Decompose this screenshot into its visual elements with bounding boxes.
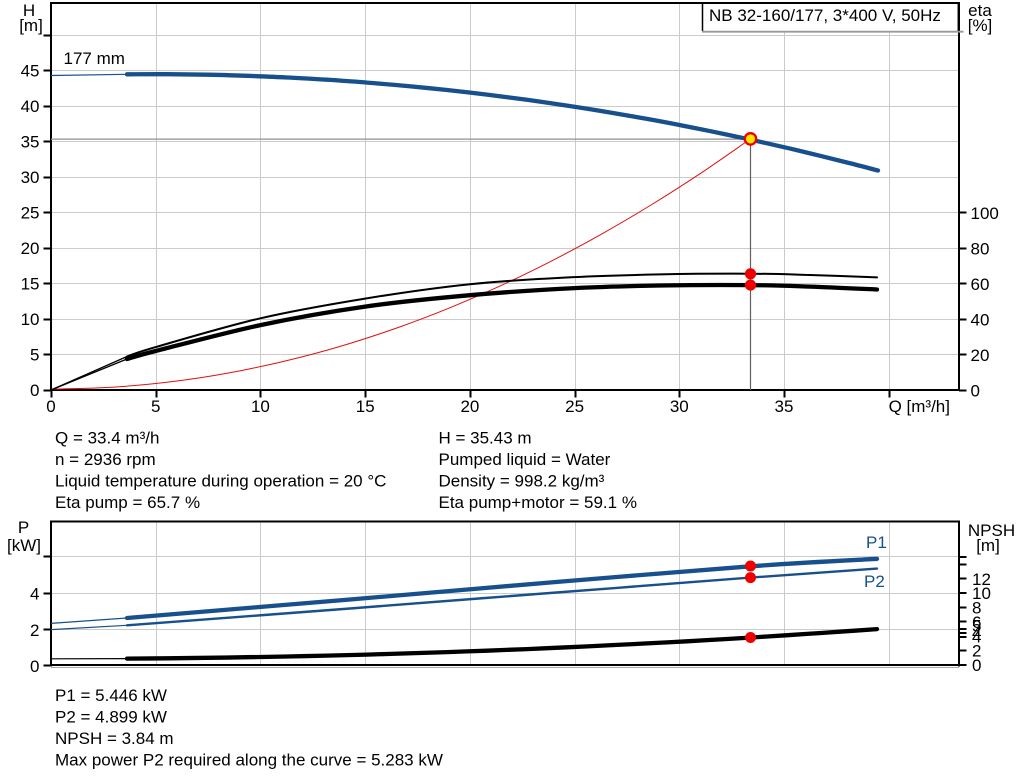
svg-text:5: 5 <box>151 397 160 416</box>
svg-text:H: H <box>23 1 35 20</box>
svg-text:12: 12 <box>972 570 991 589</box>
svg-text:5: 5 <box>30 346 39 365</box>
svg-text:P1 = 5.446 kW: P1 = 5.446 kW <box>55 686 167 705</box>
svg-text:100: 100 <box>971 204 999 223</box>
svg-text:P1: P1 <box>866 533 887 552</box>
svg-text:P2: P2 <box>864 572 885 591</box>
svg-text:NPSH: NPSH <box>968 521 1015 540</box>
svg-text:30: 30 <box>21 168 40 187</box>
svg-text:Pumped liquid = Water: Pumped liquid = Water <box>439 450 611 469</box>
svg-text:0: 0 <box>972 656 981 675</box>
svg-text:5: 5 <box>972 617 981 636</box>
svg-text:10: 10 <box>972 584 991 603</box>
svg-text:eta: eta <box>968 1 992 20</box>
svg-text:Max power P2 required along th: Max power P2 required along the curve = … <box>55 751 443 770</box>
svg-text:Eta pump+motor = 59.1 %: Eta pump+motor = 59.1 % <box>439 493 637 512</box>
svg-text:[m]: [m] <box>19 16 43 35</box>
svg-text:20: 20 <box>971 346 990 365</box>
svg-text:H = 35.43 m: H = 35.43 m <box>439 428 532 447</box>
svg-text:40: 40 <box>21 97 40 116</box>
svg-text:15: 15 <box>21 275 40 294</box>
svg-text:[m]: [m] <box>976 536 1000 555</box>
svg-text:80: 80 <box>971 240 990 259</box>
svg-text:25: 25 <box>21 204 40 223</box>
svg-text:35: 35 <box>775 397 794 416</box>
svg-text:4: 4 <box>30 584 39 603</box>
svg-text:[%]: [%] <box>968 16 993 35</box>
svg-text:25: 25 <box>565 397 584 416</box>
svg-text:Q = 33.4 m³/h: Q = 33.4 m³/h <box>55 428 159 447</box>
svg-text:20: 20 <box>21 239 40 258</box>
svg-text:4: 4 <box>972 627 981 646</box>
svg-text:Q [m³/h]: Q [m³/h] <box>889 397 950 416</box>
svg-text:[kW]: [kW] <box>7 536 41 555</box>
svg-text:2: 2 <box>30 621 39 640</box>
svg-text:NPSH = 3.84 m: NPSH = 3.84 m <box>55 729 174 748</box>
svg-text:4: 4 <box>972 624 981 643</box>
svg-text:P: P <box>18 518 29 537</box>
svg-text:15: 15 <box>356 397 375 416</box>
svg-text:Density = 998.2 kg/m³: Density = 998.2 kg/m³ <box>439 471 605 490</box>
svg-text:NB 32-160/177, 3*400 V, 50Hz: NB 32-160/177, 3*400 V, 50Hz <box>709 6 941 25</box>
svg-text:0: 0 <box>30 381 39 400</box>
svg-text:0: 0 <box>46 397 55 416</box>
svg-text:30: 30 <box>670 397 689 416</box>
svg-text:0: 0 <box>30 657 39 676</box>
svg-text:6: 6 <box>972 613 981 632</box>
svg-text:10: 10 <box>251 397 270 416</box>
svg-text:10: 10 <box>21 310 40 329</box>
svg-text:Liquid temperature during oper: Liquid temperature during operation = 20… <box>55 471 386 490</box>
svg-text:40: 40 <box>971 311 990 330</box>
svg-text:Eta pump = 65.7 %: Eta pump = 65.7 % <box>55 493 200 512</box>
svg-text:n = 2936 rpm: n = 2936 rpm <box>55 450 156 469</box>
svg-text:45: 45 <box>21 61 40 80</box>
svg-text:60: 60 <box>971 275 990 294</box>
svg-text:8: 8 <box>972 599 981 618</box>
svg-text:20: 20 <box>460 397 479 416</box>
svg-text:35: 35 <box>21 132 40 151</box>
svg-text:P2 = 4.899 kW: P2 = 4.899 kW <box>55 708 167 727</box>
svg-text:177 mm: 177 mm <box>64 49 125 68</box>
svg-text:2: 2 <box>972 642 981 661</box>
svg-text:0: 0 <box>971 382 980 401</box>
